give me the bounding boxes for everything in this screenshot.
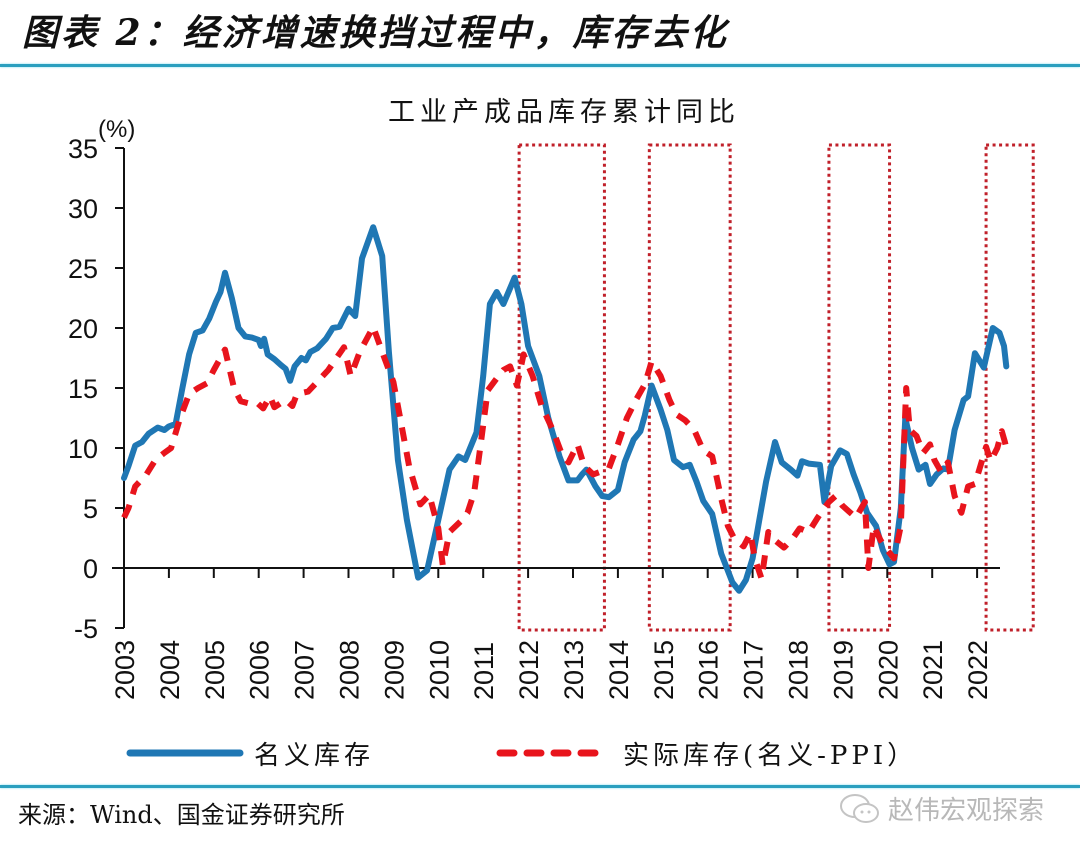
x-tick-label: 2017 bbox=[739, 640, 769, 700]
y-tick-label: -5 bbox=[74, 614, 98, 644]
watermark: 赵伟宏观探索 bbox=[838, 790, 1044, 827]
watermark-text: 赵伟宏观探索 bbox=[888, 796, 1045, 826]
legend-item-real: 实际库存(名义-PPI） bbox=[495, 733, 917, 773]
chart-title: 工业产成品库存累计同比 bbox=[388, 97, 740, 128]
x-tick-label: 2021 bbox=[918, 640, 948, 700]
x-tick-label: 2014 bbox=[604, 640, 634, 700]
y-tick-label: 30 bbox=[68, 194, 98, 224]
y-unit-label: (%) bbox=[98, 116, 135, 143]
x-tick-label: 2005 bbox=[200, 640, 230, 700]
highlight-box bbox=[647, 143, 732, 632]
source-note: 来源：Wind、国金证券研究所 bbox=[18, 801, 345, 829]
y-tick-label: 15 bbox=[68, 374, 98, 404]
x-tick-label: 2006 bbox=[245, 640, 275, 700]
axes bbox=[112, 147, 1000, 629]
y-tick-label: 20 bbox=[68, 314, 98, 344]
x-tick-label: 2019 bbox=[828, 640, 858, 700]
wechat-icon bbox=[840, 793, 879, 823]
x-tick-label: 2020 bbox=[873, 640, 903, 700]
y-tick-label: 25 bbox=[68, 254, 98, 284]
x-tick-label: 2004 bbox=[155, 640, 185, 700]
legend-item-nominal: 名义库存 bbox=[126, 733, 374, 773]
y-tick-label: 5 bbox=[83, 494, 98, 524]
top-rule bbox=[0, 64, 1080, 67]
highlight-box bbox=[827, 143, 892, 632]
x-tick-label: 2022 bbox=[963, 640, 993, 700]
y-tick-label: 10 bbox=[68, 434, 98, 464]
legend-label-nominal: 名义库存 bbox=[254, 740, 375, 771]
bottom-rule bbox=[0, 785, 1080, 788]
highlight-box bbox=[984, 143, 1035, 632]
figure-title: 图表 2：经济增速换挡过程中，库存去化 bbox=[22, 12, 729, 54]
x-tick-label: 2007 bbox=[290, 640, 320, 700]
y-tick-label: 0 bbox=[83, 554, 98, 584]
x-tick-label: 2008 bbox=[335, 640, 365, 700]
series-line-real bbox=[121, 323, 1011, 582]
x-tick-label: 2015 bbox=[649, 640, 679, 700]
x-tick-label: 2011 bbox=[469, 642, 499, 700]
series-lines bbox=[121, 224, 1011, 594]
solid-line-swatch-icon bbox=[126, 749, 244, 757]
x-tick-label: 2003 bbox=[110, 640, 140, 700]
dashed-line-swatch-icon bbox=[496, 749, 609, 757]
x-tick-label: 2009 bbox=[379, 640, 409, 700]
highlight-box bbox=[517, 143, 606, 632]
x-tick-label: 2016 bbox=[694, 640, 724, 700]
highlight-boxes bbox=[517, 143, 1035, 632]
x-tick-label: 2018 bbox=[784, 640, 814, 700]
x-tick-label: 2013 bbox=[559, 640, 589, 700]
legend-label-real: 实际库存(名义-PPI） bbox=[623, 740, 918, 771]
x-tick-label: 2012 bbox=[514, 640, 544, 700]
x-tick-label: 2010 bbox=[424, 640, 454, 700]
y-tick-label: 35 bbox=[68, 134, 98, 164]
